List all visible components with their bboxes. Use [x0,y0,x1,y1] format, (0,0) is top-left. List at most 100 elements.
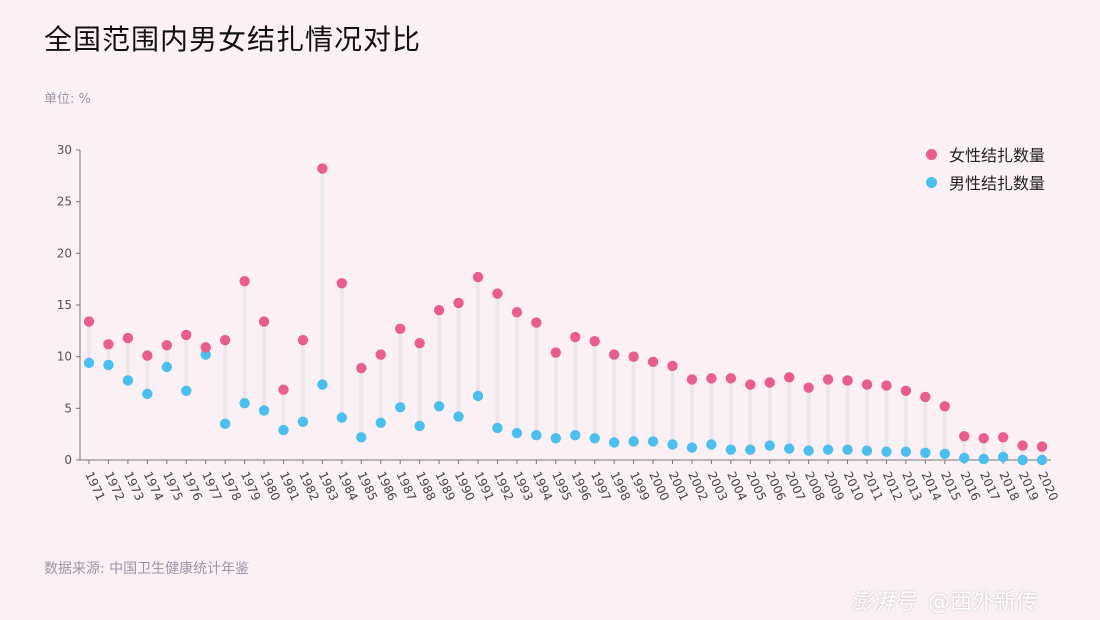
female-point[interactable] [706,373,717,384]
female-point[interactable] [1036,441,1048,452]
female-point[interactable] [881,380,892,391]
female-point[interactable] [122,332,134,344]
female-point[interactable] [239,276,250,287]
male-point[interactable] [706,439,717,450]
female-point[interactable] [375,349,386,360]
male-point[interactable] [764,440,775,451]
female-point[interactable] [433,304,445,316]
female-point[interactable] [667,360,678,372]
female-point[interactable] [492,288,503,299]
male-point[interactable] [686,442,698,453]
male-point[interactable] [1017,454,1028,466]
female-point[interactable] [103,339,114,350]
male-point[interactable] [959,452,970,464]
male-point[interactable] [570,430,581,441]
male-point[interactable] [395,402,406,413]
female-point[interactable] [997,432,1009,443]
female-point[interactable] [608,349,620,360]
female-point[interactable] [842,375,853,386]
male-point[interactable] [881,446,892,457]
male-point[interactable] [608,437,620,448]
male-point[interactable] [103,359,114,371]
male-point[interactable] [200,349,211,360]
male-point[interactable] [414,420,425,432]
female-point[interactable] [861,379,873,390]
legend-item-male[interactable]: 男性结扎数量 [926,168,1045,196]
male-point[interactable] [453,411,464,422]
male-point[interactable] [589,433,600,444]
male-point[interactable] [628,436,639,447]
male-point[interactable] [492,422,503,434]
female-point[interactable] [200,342,211,353]
female-point[interactable] [900,385,912,396]
female-point[interactable] [939,401,950,412]
male-point[interactable] [822,444,834,455]
male-point[interactable] [531,430,542,441]
male-point[interactable] [336,412,348,423]
female-point[interactable] [550,347,561,358]
male-point[interactable] [920,447,931,458]
female-point[interactable] [531,317,542,328]
male-point[interactable] [1036,454,1048,466]
male-point[interactable] [803,445,814,456]
female-point[interactable] [414,338,425,349]
male-point[interactable] [258,405,270,416]
male-point[interactable] [511,427,523,439]
female-point[interactable] [161,340,172,351]
female-point[interactable] [764,377,775,388]
female-point[interactable] [142,350,153,361]
female-point[interactable] [570,331,581,343]
male-point[interactable] [356,432,367,443]
male-point[interactable] [433,401,445,412]
female-point[interactable] [258,316,270,327]
male-point[interactable] [472,390,484,402]
female-point[interactable] [978,433,989,444]
male-point[interactable] [142,388,153,400]
male-point[interactable] [784,443,795,454]
female-point[interactable] [472,271,484,283]
female-point[interactable] [453,297,464,309]
male-point[interactable] [122,375,134,386]
female-point[interactable] [336,278,348,289]
female-point[interactable] [511,307,523,318]
female-point[interactable] [803,382,814,393]
female-point[interactable] [317,163,328,174]
male-point[interactable] [375,417,386,428]
female-point[interactable] [745,379,756,390]
female-point[interactable] [395,323,406,334]
male-point[interactable] [939,448,950,459]
male-point[interactable] [161,361,172,373]
female-point[interactable] [219,334,231,346]
male-point[interactable] [745,444,756,455]
male-point[interactable] [317,379,328,390]
female-point[interactable] [920,391,931,403]
legend-item-female[interactable]: 女性结扎数量 [926,140,1045,168]
female-point[interactable] [628,351,639,362]
male-point[interactable] [278,424,289,436]
female-point[interactable] [822,374,834,385]
female-point[interactable] [278,384,289,395]
male-point[interactable] [842,444,853,455]
male-point[interactable] [239,397,250,409]
female-point[interactable] [959,431,970,442]
female-point[interactable] [181,329,192,341]
female-point[interactable] [83,316,95,327]
female-point[interactable] [725,373,737,384]
female-point[interactable] [1017,440,1028,451]
male-point[interactable] [297,416,309,427]
male-point[interactable] [83,357,95,369]
female-point[interactable] [297,334,309,346]
female-point[interactable] [356,362,367,374]
male-point[interactable] [667,439,678,450]
male-point[interactable] [725,444,737,455]
female-point[interactable] [784,372,795,383]
male-point[interactable] [900,446,912,457]
male-point[interactable] [978,453,989,465]
female-point[interactable] [589,335,600,347]
male-point[interactable] [647,436,659,447]
male-point[interactable] [550,433,561,444]
female-point[interactable] [686,374,698,385]
male-point[interactable] [219,418,231,430]
male-point[interactable] [861,445,873,456]
female-point[interactable] [647,356,659,368]
